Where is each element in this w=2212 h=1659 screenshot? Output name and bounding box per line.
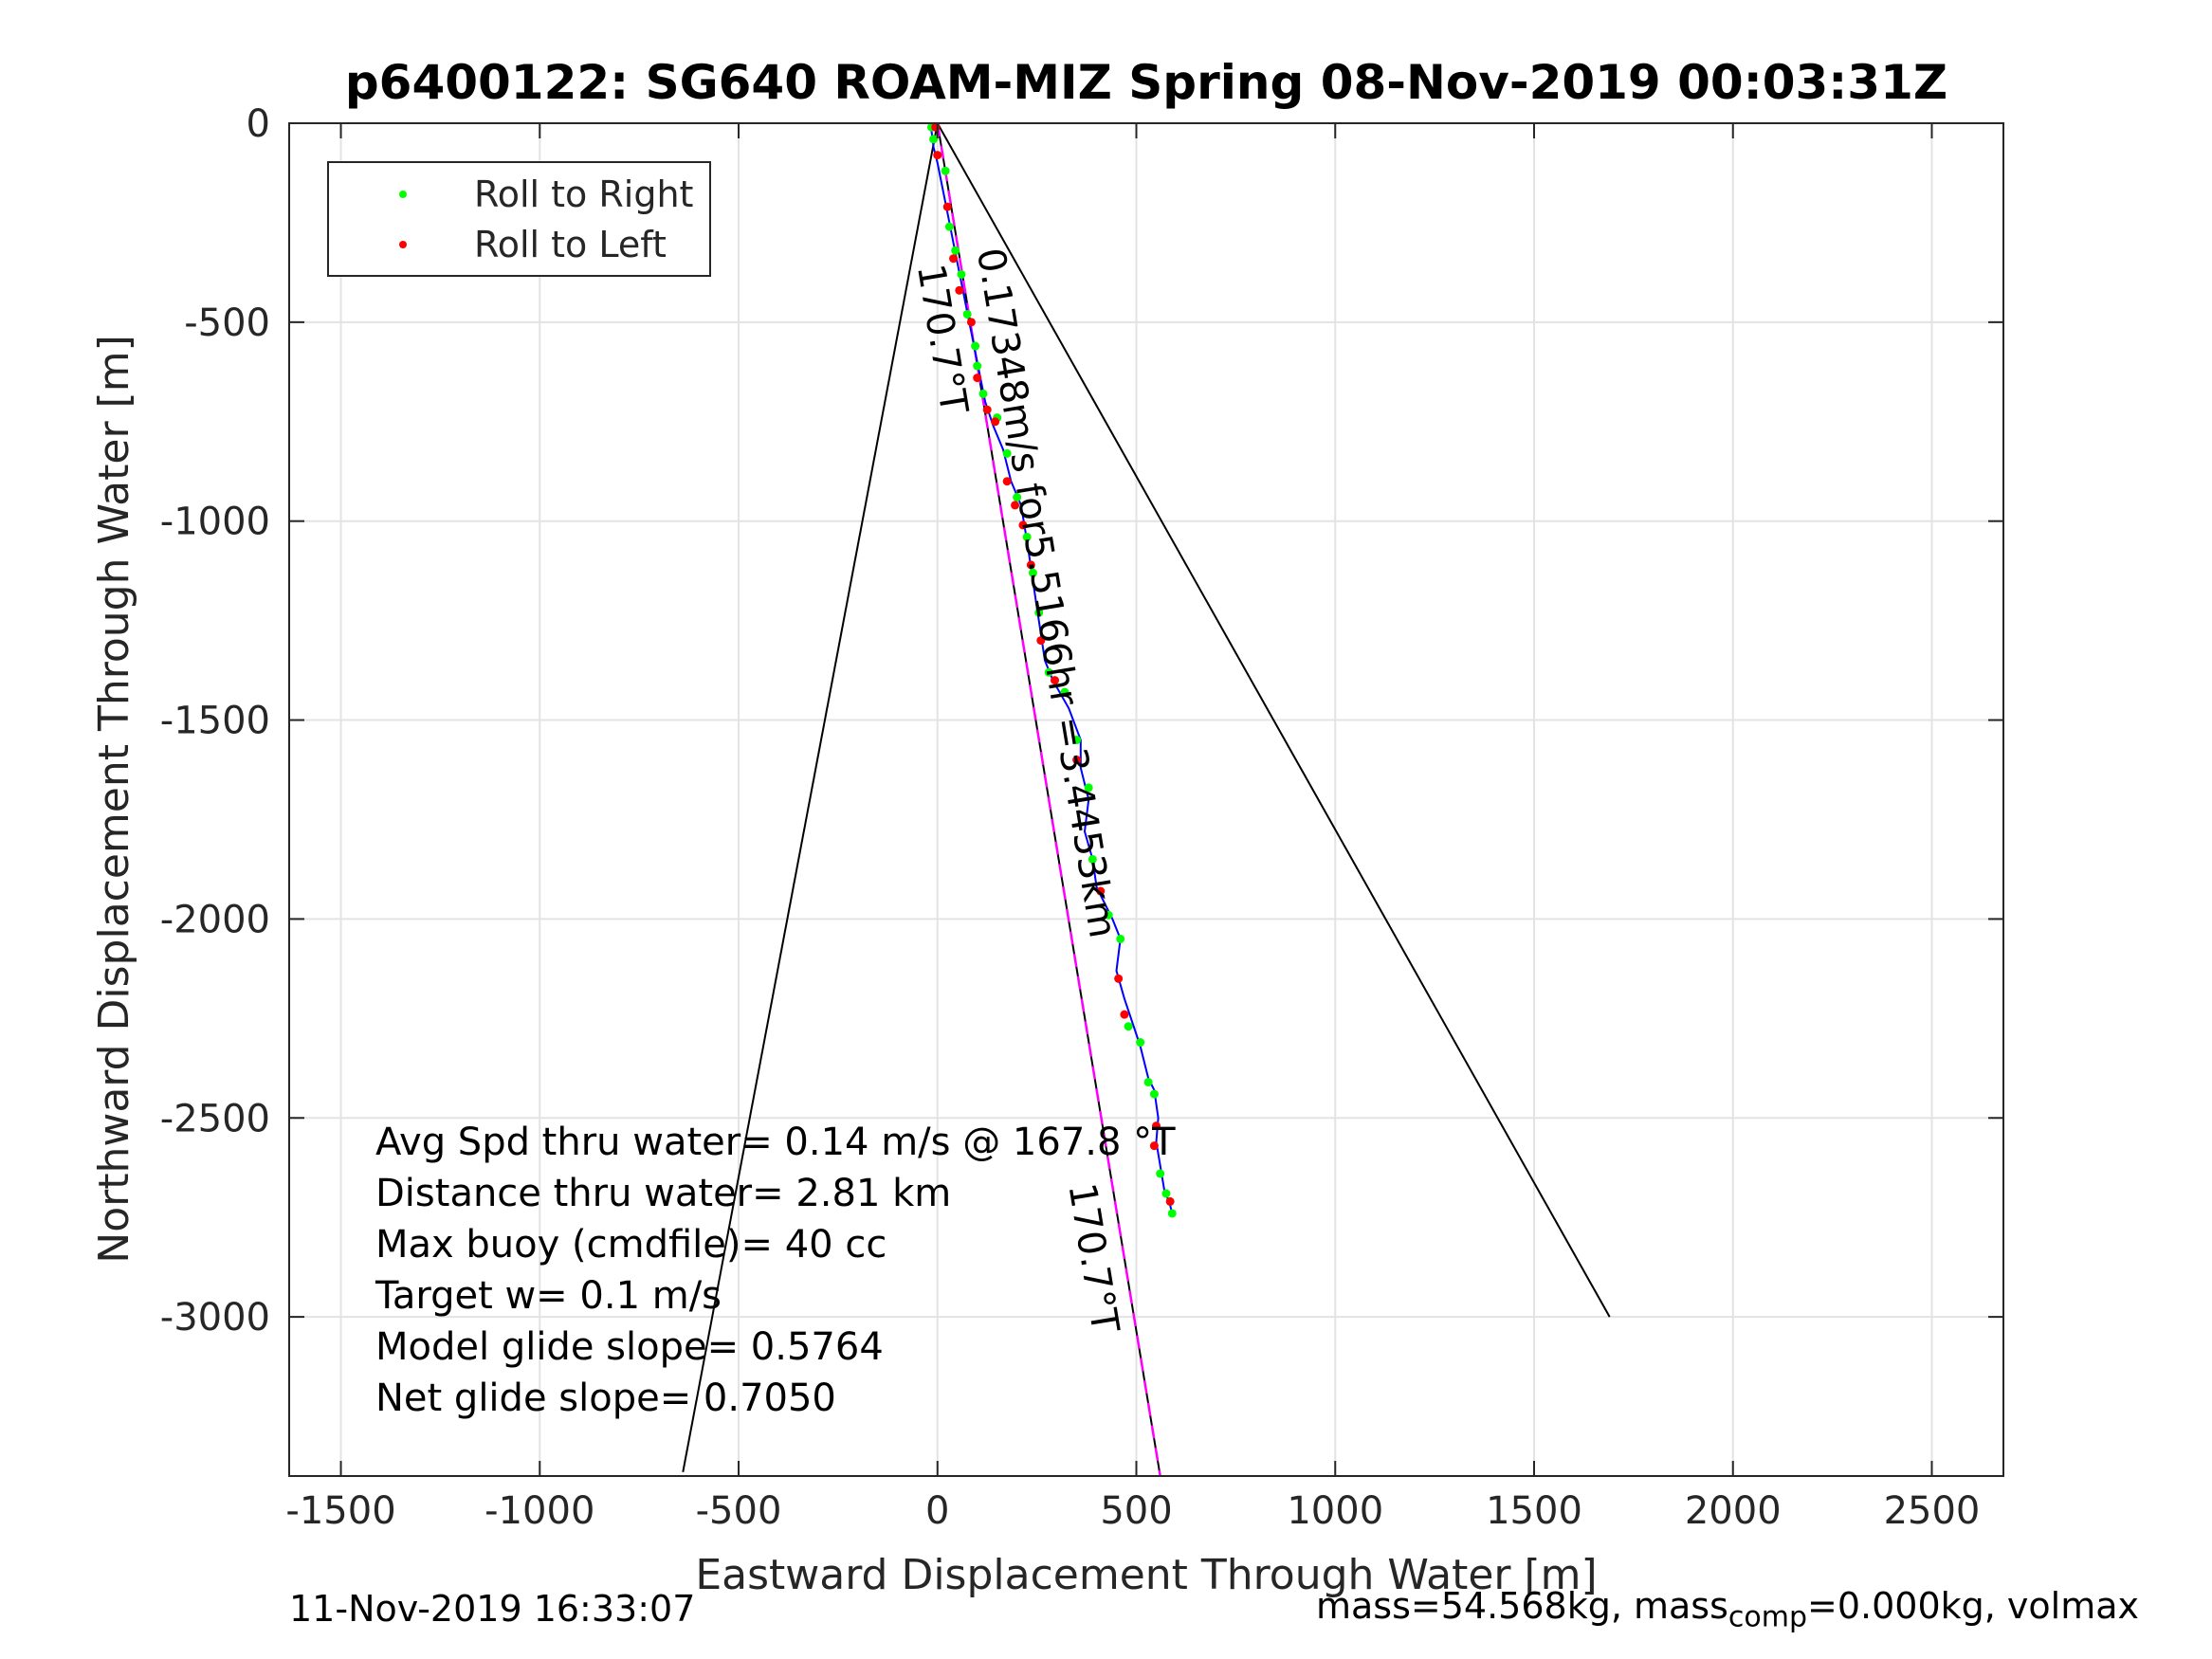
y-tick-label: -1500	[160, 700, 270, 743]
plot-area	[289, 123, 2003, 1476]
legend-marker-roll-right	[399, 191, 407, 198]
roll-left-point	[1114, 974, 1124, 983]
plot-frame	[288, 122, 2004, 1477]
mass-subscript: comp	[1728, 1600, 1808, 1634]
x-tick-label: -1000	[484, 1489, 594, 1533]
roll-left-point	[1051, 676, 1060, 685]
y-tick-label: -2500	[160, 1097, 270, 1140]
x-tick-label: 0	[925, 1489, 949, 1533]
roll-left-point	[1002, 477, 1012, 486]
roll-right-point	[1060, 687, 1069, 697]
roll-left-point	[942, 202, 952, 211]
roll-right-point	[1072, 736, 1082, 745]
roll-right-point	[962, 309, 972, 319]
roll-right-point	[1002, 448, 1012, 458]
info-line: Model glide slope= 0.5764	[375, 1325, 884, 1369]
roll-right-point	[1044, 667, 1053, 677]
roll-left-point	[1036, 636, 1046, 646]
roll-right-point	[941, 166, 950, 175]
x-axis-label: Eastward Displacement Through Water [m]	[695, 1551, 1597, 1599]
footer-mass: mass=54.568kg, masscomp=0.000kg, volmax	[1316, 1585, 2139, 1634]
x-tick-label: 2500	[1884, 1489, 1981, 1533]
tick-layer: -1500 -1000 -500 0 500 1000 1500 2000 2500 0 -500 -…	[160, 102, 2003, 1533]
roll-right-point	[1124, 1022, 1133, 1031]
roll-right-point	[1136, 1038, 1145, 1048]
roll-right-point	[929, 135, 939, 144]
roll-right-point	[978, 389, 988, 398]
roll-right-point	[944, 222, 954, 231]
roll-right-point	[951, 246, 960, 255]
roll-right-point	[971, 341, 980, 351]
roll-right-point	[1161, 1189, 1171, 1198]
roll-left-point	[949, 254, 959, 264]
y-tick-label: -500	[184, 301, 270, 345]
info-line: Net glide slope= 0.7050	[375, 1376, 836, 1420]
y-tick-label: 0	[247, 102, 270, 146]
roll-left-point	[982, 405, 992, 414]
roll-right-point	[957, 269, 966, 279]
legend: Roll to Right Roll to Left	[327, 161, 711, 277]
y-tick-label: -1000	[160, 501, 270, 544]
roll-right-point	[1104, 910, 1113, 920]
roll-right-point	[1149, 1089, 1159, 1099]
legend-box	[327, 161, 711, 277]
grid	[289, 122, 2003, 1476]
legend-marker-roll-left	[399, 241, 407, 248]
legend-label-roll-left: Roll to Left	[474, 224, 667, 265]
roll-right-point	[973, 361, 982, 371]
roll-left-point	[931, 122, 941, 132]
roll-right-point	[1013, 493, 1022, 502]
info-line: Max buoy (cmdfile)= 40 cc	[375, 1223, 887, 1267]
x-tick-label: 2000	[1685, 1489, 1782, 1533]
track-line	[930, 131, 1174, 1214]
info-line: Avg Spd thru water= 0.14 m/s @ 167.8 °T	[375, 1121, 1176, 1164]
info-block: Avg Spd thru water= 0.14 m/s @ 167.8 °T …	[375, 1121, 1176, 1420]
roll-right-point	[1116, 934, 1125, 943]
info-line: Target w= 0.1 m/s	[375, 1274, 722, 1318]
x-tick-label: 500	[1100, 1489, 1172, 1533]
roll-left-point	[1018, 520, 1028, 530]
roll-right-point	[1022, 532, 1032, 541]
roll-left-point	[1149, 1141, 1159, 1151]
roll-left-point	[1072, 756, 1082, 765]
mass-suffix: =0.000kg, volmax	[1807, 1585, 2140, 1627]
roll-left-point	[1120, 1010, 1129, 1019]
roll-left-point	[973, 374, 982, 383]
x-tick-label: 1000	[1287, 1489, 1383, 1533]
roll-left-point	[991, 417, 1000, 427]
roll-left-point	[1165, 1196, 1175, 1206]
chart-title: p6400122: SG640 ROAM-MIZ Spring 08-Nov-2…	[345, 55, 1947, 110]
roll-right-point	[1034, 608, 1044, 617]
roll-right-point	[1167, 1209, 1177, 1218]
roll-left-point	[1026, 560, 1035, 570]
roll-left-point	[1096, 886, 1106, 896]
y-tick-label: -3000	[160, 1296, 270, 1340]
roll-right-point	[1088, 854, 1097, 864]
roll-right-point	[1143, 1077, 1153, 1086]
series-layer	[682, 122, 1611, 1477]
x-tick-label: -500	[696, 1489, 782, 1533]
roll-left-point	[1151, 1121, 1161, 1131]
y-tick-label: -2000	[160, 898, 270, 941]
mass-prefix: mass=54.568kg, mass	[1316, 1585, 1728, 1627]
legend-label-roll-right: Roll to Right	[474, 173, 693, 215]
x-tick-label: -1500	[285, 1489, 395, 1533]
footer-timestamp: 11-Nov-2019 16:33:07	[289, 1588, 696, 1630]
roll-left-point	[1011, 501, 1020, 510]
x-tick-label: 1500	[1486, 1489, 1582, 1533]
roll-left-point	[933, 151, 942, 160]
roll-right-point	[1156, 1169, 1165, 1178]
info-line: Distance thru water= 2.81 km	[375, 1172, 951, 1215]
roll-right-point	[1084, 783, 1093, 793]
roll-right-point	[1028, 568, 1037, 577]
y-axis-label: Northward Displacement Through Water [m]	[90, 335, 138, 1263]
roll-left-point	[966, 318, 976, 327]
cone-line	[682, 122, 939, 1472]
cone-line	[936, 122, 1611, 1318]
roll-left-point	[955, 285, 964, 295]
